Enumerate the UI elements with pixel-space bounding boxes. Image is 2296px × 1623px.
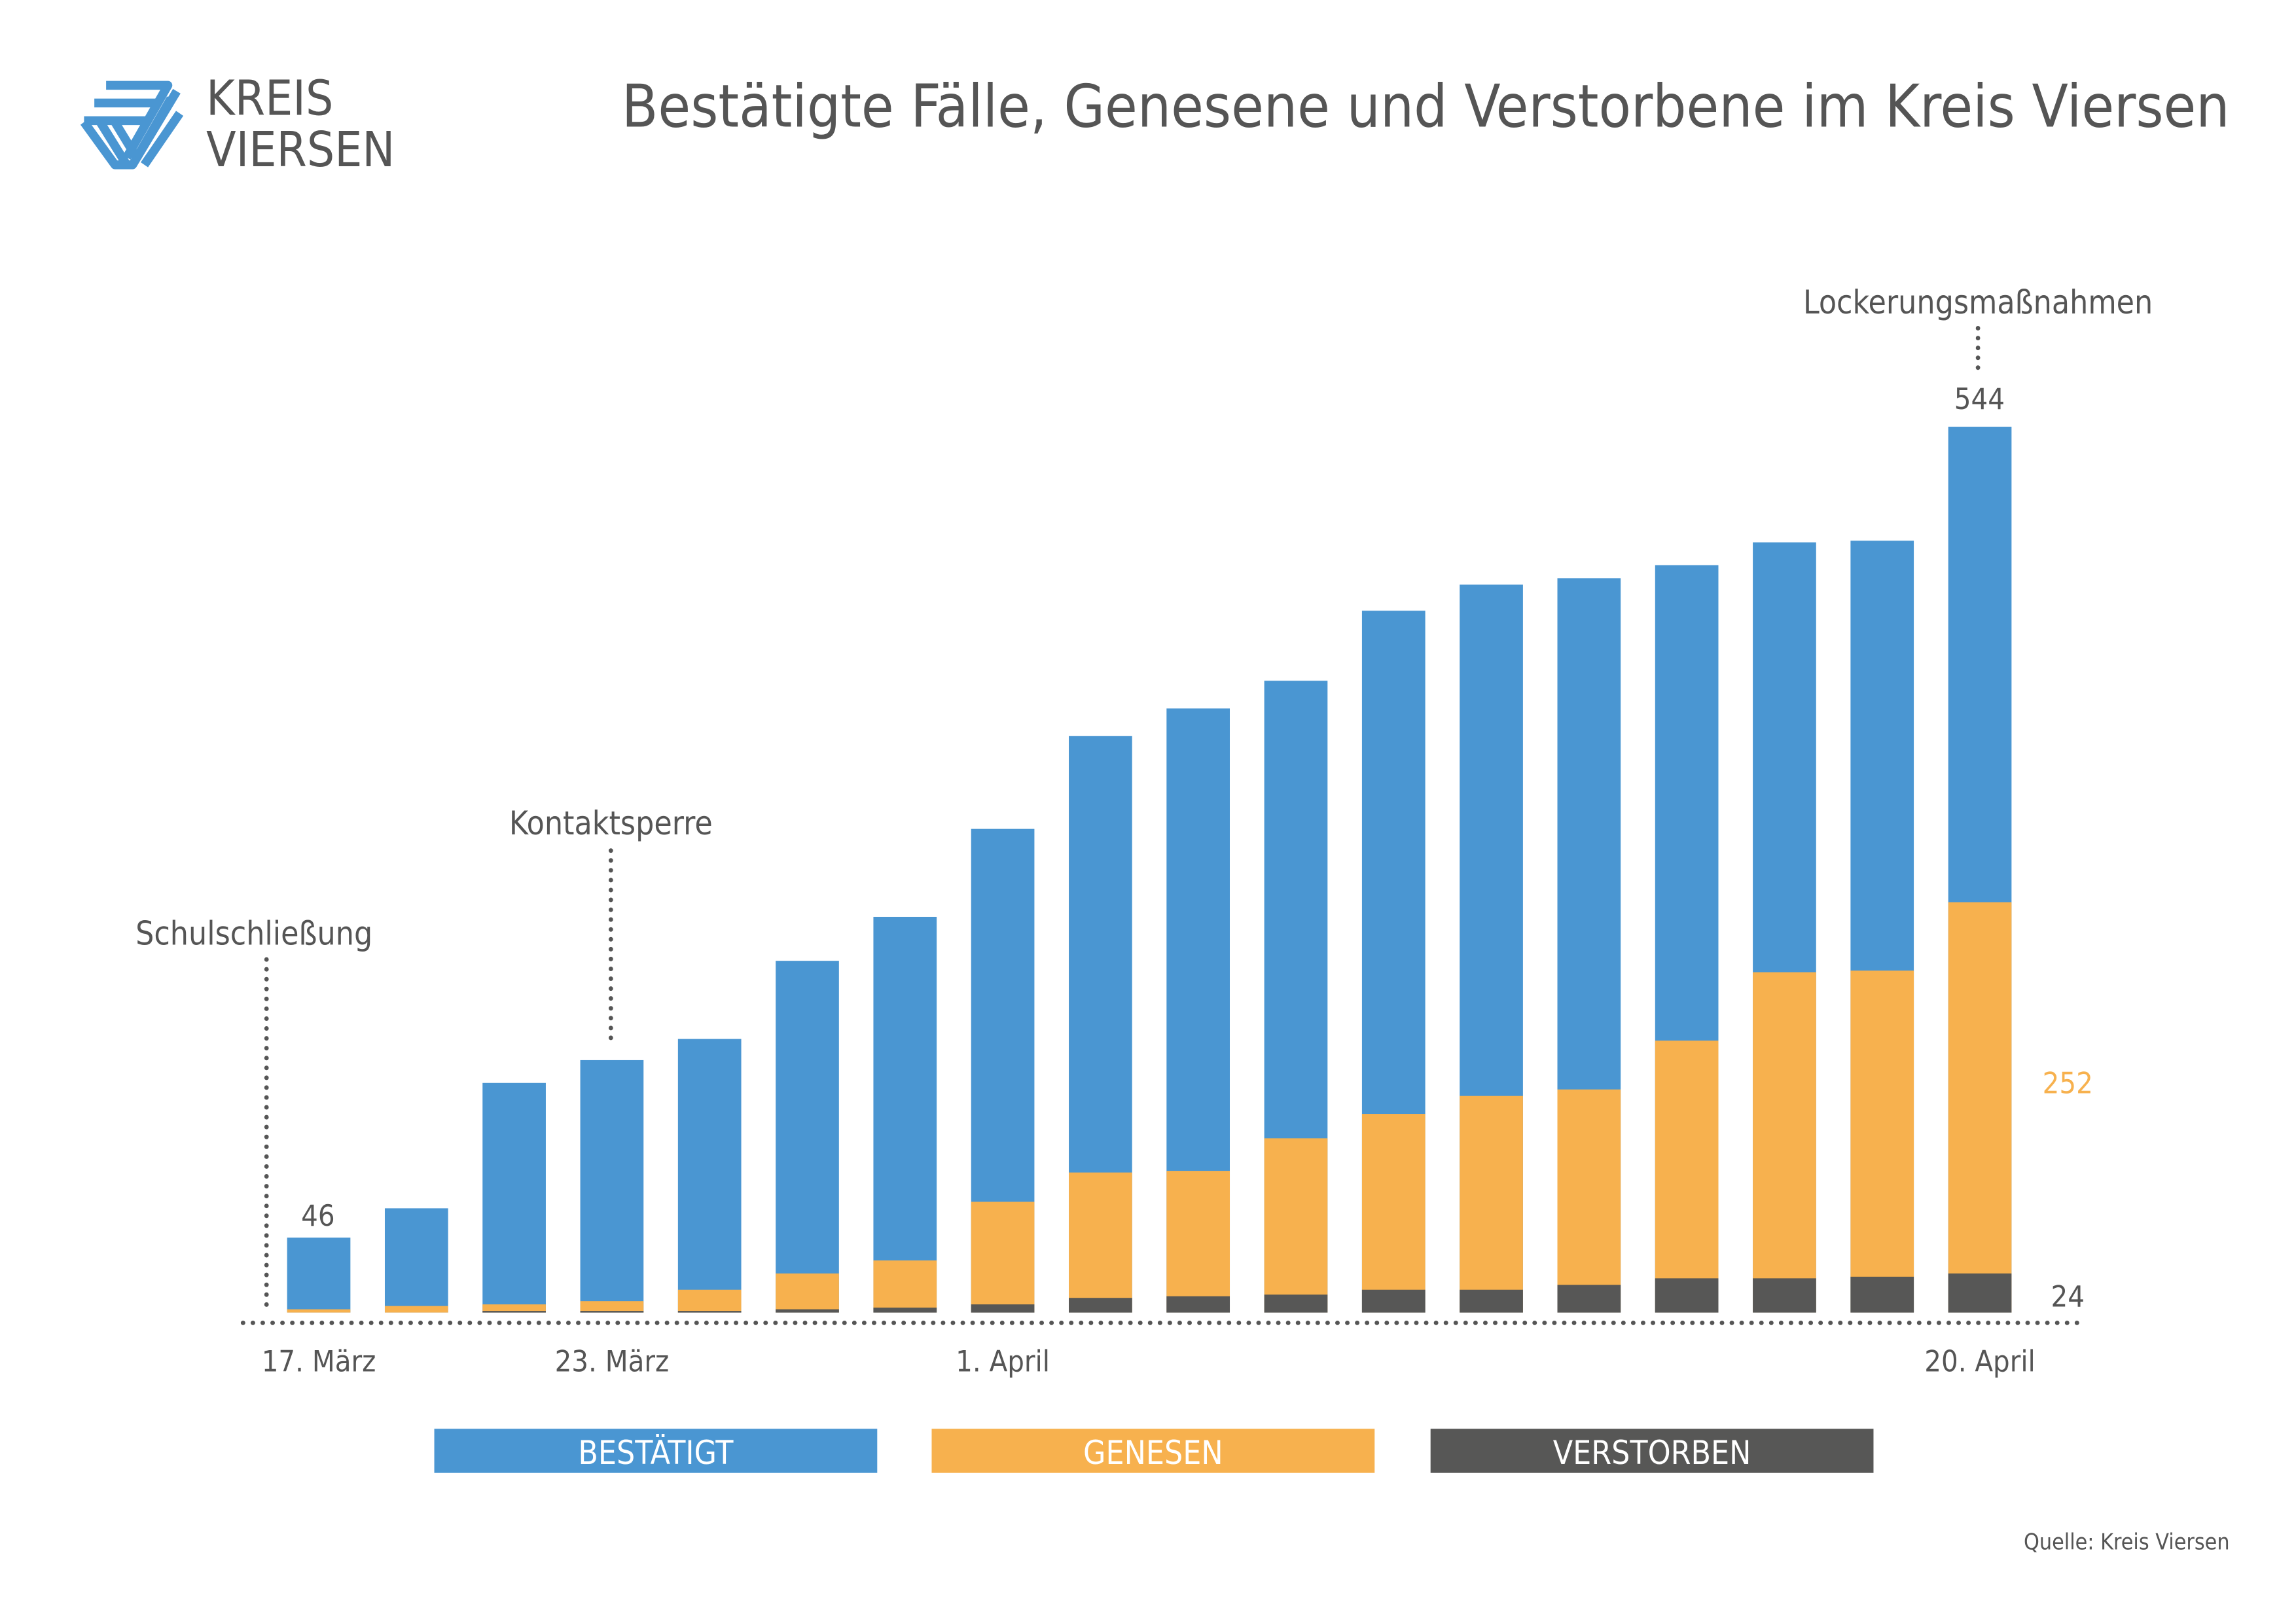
legend-swatch-deceased (1430, 1429, 1874, 1473)
annotation-kontaktsperre: Kontaktsperre (509, 804, 713, 842)
bar-recovered (677, 1289, 742, 1313)
legend-label-deceased: VERSTORBEN (1553, 1434, 1751, 1472)
bar-recovered (776, 1273, 839, 1313)
bar-confirmed (580, 1060, 644, 1313)
bar-recovered (1655, 1041, 1719, 1313)
bar-confirmed (776, 961, 839, 1313)
legend-label-confirmed: BESTÄTIGT (578, 1434, 734, 1472)
annotation-schulschliessung: Schulschließung (135, 914, 372, 952)
data-label-last-recovered: 252 (2043, 1066, 2093, 1101)
bar-recovered (1069, 1172, 1132, 1313)
bar-deceased (1069, 1298, 1132, 1313)
bar-recovered (1557, 1089, 1621, 1313)
bar-deceased (1850, 1276, 1914, 1313)
bar-confirmed (384, 1208, 448, 1313)
bar-deceased (776, 1309, 839, 1313)
bar-recovered (1460, 1096, 1523, 1313)
bar-recovered (1264, 1138, 1328, 1313)
bar-deceased (1460, 1289, 1523, 1313)
bar-deceased (873, 1308, 937, 1313)
bar-deceased (1655, 1278, 1719, 1313)
bar-deceased (482, 1311, 546, 1313)
legend-swatch-recovered (931, 1429, 1375, 1473)
bar-deceased (677, 1311, 742, 1313)
bar-deceased (1166, 1296, 1230, 1313)
bars (287, 427, 2012, 1313)
logo-line2: VIERSEN (206, 122, 395, 178)
bar-recovered (287, 1309, 351, 1313)
legend: BESTÄTIGT GENESEN VERSTORBEN (434, 1429, 1874, 1473)
data-label-first-confirmed: 46 (301, 1198, 334, 1233)
bar-deceased (1557, 1285, 1621, 1313)
bar-recovered (1361, 1114, 1426, 1313)
bar-recovered (482, 1304, 546, 1313)
logo: KREIS VIERSEN (80, 70, 395, 178)
bar-confirmed (482, 1082, 546, 1313)
bar-recovered (1850, 971, 1914, 1313)
bar-recovered (1166, 1171, 1230, 1313)
x-tick-label: 17. März (262, 1344, 376, 1379)
legend-label-recovered: GENESEN (1083, 1434, 1223, 1472)
bar-deceased (1948, 1273, 2012, 1313)
bar-deceased (1264, 1294, 1328, 1313)
chart-title: Bestätigte Fälle, Genesene und Verstorbe… (622, 73, 2230, 141)
x-tick-label: 23. März (555, 1344, 670, 1379)
bar-deceased (1753, 1278, 1816, 1313)
bar-confirmed (677, 1039, 742, 1313)
bar-recovered (384, 1306, 448, 1313)
bar-recovered (873, 1260, 937, 1313)
bar-confirmed (873, 916, 937, 1313)
bar-recovered (1753, 972, 1816, 1313)
bar-recovered (1948, 902, 2012, 1313)
bar-recovered (580, 1301, 644, 1313)
data-label-last-deceased: 24 (2051, 1279, 2085, 1314)
legend-swatch-confirmed (434, 1429, 878, 1473)
annotation-lockerungsmassnahmen: Lockerungsmaßnahmen (1803, 283, 2153, 321)
x-tick-label: 1. April (956, 1344, 1050, 1379)
bar-deceased (971, 1304, 1035, 1313)
source-note: Quelle: Kreis Viersen (2024, 1529, 2230, 1555)
logo-line1: KREIS (206, 70, 333, 126)
data-label-last-confirmed: 544 (1954, 382, 2005, 416)
x-tick-label: 20. April (1924, 1344, 2036, 1379)
logo-mark-icon (80, 80, 184, 169)
x-axis-ticks: 17. März 23. März 1. April 20. April (262, 1344, 2036, 1379)
bar-deceased (580, 1311, 644, 1313)
bar-recovered (971, 1202, 1035, 1313)
bar-confirmed (287, 1238, 351, 1313)
bar-deceased (1361, 1289, 1426, 1313)
